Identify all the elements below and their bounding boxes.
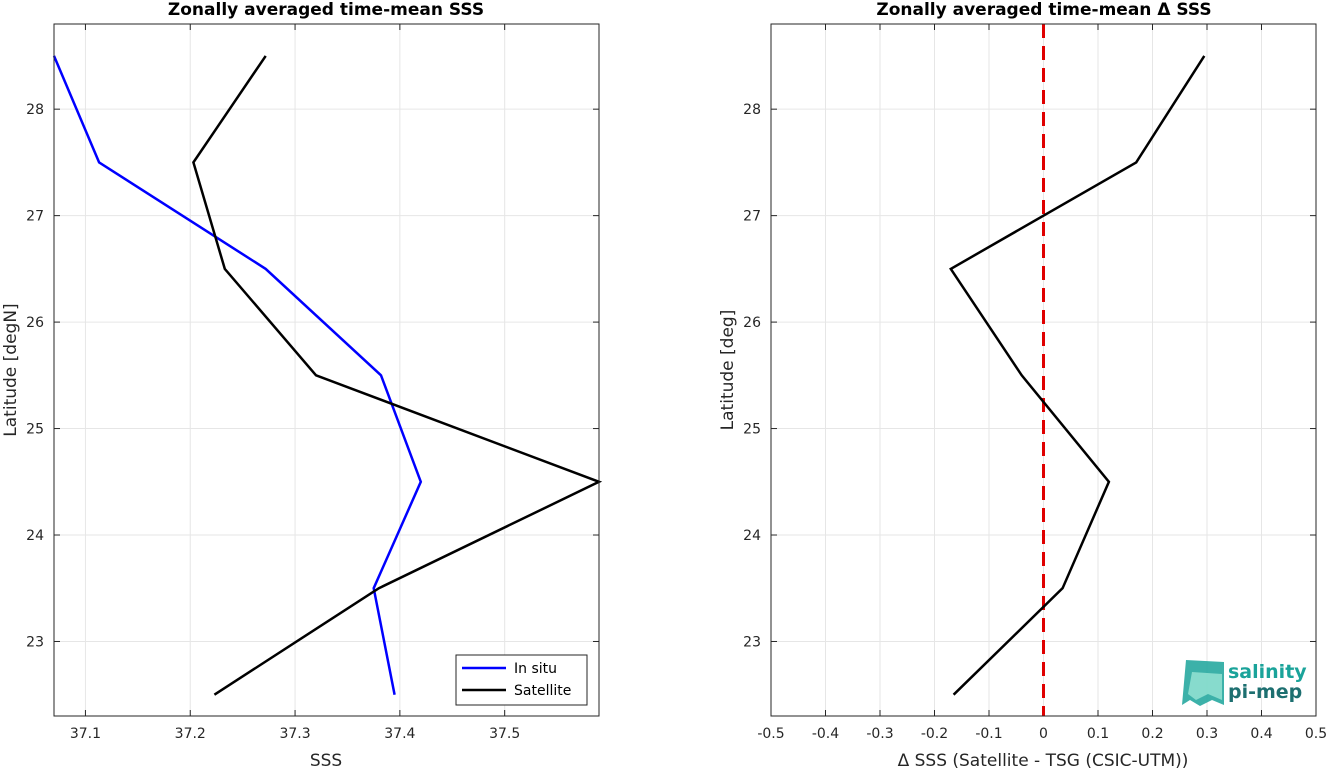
y-tick-label: 27: [743, 209, 761, 225]
x-tick-label: -0.5: [757, 726, 784, 742]
x-tick-label: 37.1: [70, 726, 101, 742]
series-line-satellite: [192, 55, 603, 696]
y-tick-label: 28: [26, 102, 44, 118]
y-tick-label: 23: [26, 634, 44, 650]
legend-insitu-label: In situ: [514, 661, 557, 677]
salinity-pi-mep-logo: salinity pi-mep: [1182, 660, 1307, 706]
y-tick-label: 23: [743, 634, 761, 650]
x-tick-label: 37.3: [279, 726, 310, 742]
x-tick-label: -0.1: [975, 726, 1002, 742]
legend: In situ Satellite: [455, 654, 588, 706]
y-tick-label: 24: [26, 528, 44, 544]
right-y-axis-label: Latitude [deg]: [718, 310, 738, 431]
series-line-delta-sss: [949, 55, 1206, 696]
legend-box: [455, 654, 588, 706]
logo-wave-mark-back: [1188, 672, 1222, 700]
left-x-axis-label: SSS: [310, 751, 342, 769]
x-tick-label: 0: [1039, 726, 1048, 742]
legend-satellite-label: Satellite: [514, 683, 571, 699]
x-tick-label: -0.3: [866, 726, 893, 742]
left-y-axis-label: Latitude [degN]: [1, 303, 21, 436]
y-tick-label: 26: [26, 315, 44, 331]
x-tick-label: 0.2: [1141, 726, 1163, 742]
y-tick-label: 27: [26, 209, 44, 225]
right-chart-title: Zonally averaged time-mean Δ SSS: [876, 0, 1211, 20]
y-tick-label: 28: [743, 102, 761, 118]
x-tick-label: 37.5: [489, 726, 520, 742]
logo-text-pi-mep: pi-mep: [1228, 681, 1302, 703]
y-tick-label: 26: [743, 315, 761, 331]
x-tick-label: 37.2: [175, 726, 206, 742]
x-tick-label: -0.4: [812, 726, 839, 742]
logo-text-salinity: salinity: [1228, 661, 1307, 683]
x-tick-label: 0.3: [1196, 726, 1218, 742]
x-tick-label: 0.1: [1087, 726, 1109, 742]
right-axes-box: [770, 23, 1317, 717]
x-tick-label: 0.4: [1250, 726, 1272, 742]
y-tick-label: 25: [743, 422, 761, 438]
y-tick-label: 24: [743, 528, 761, 544]
y-tick-label: 25: [26, 422, 44, 438]
left-chart: Zonally averaged time-mean SSS 37.1 37.2 3…: [1, 0, 603, 769]
x-tick-label: 0.5: [1305, 726, 1327, 742]
series-line-in-situ: [52, 55, 423, 695]
right-x-axis-label: Δ SSS (Satellite - TSG (CSIC-UTM)): [898, 751, 1189, 769]
x-tick-label: -0.2: [921, 726, 948, 742]
left-chart-title: Zonally averaged time-mean SSS: [168, 0, 484, 20]
left-axes-box: [53, 23, 600, 717]
x-tick-label: 37.4: [384, 726, 415, 742]
right-chart: Zonally averaged time-mean Δ SSS -0.5 -0.…: [718, 0, 1327, 769]
